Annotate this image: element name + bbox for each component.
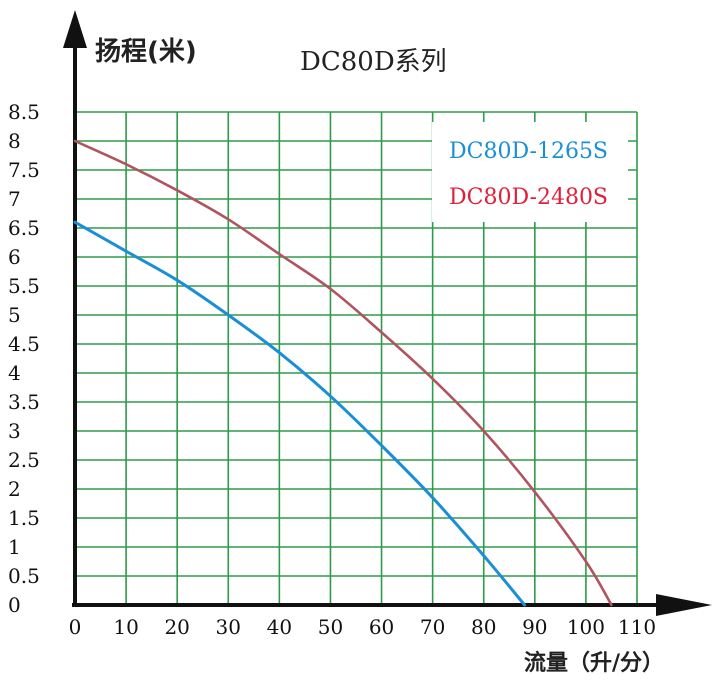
x-tick-label: 0 <box>69 615 82 639</box>
y-tick-label: 4.5 <box>8 332 40 356</box>
y-tick-label: 5 <box>8 303 21 327</box>
x-tick-label: 100 <box>567 615 605 639</box>
y-tick-label: 6.5 <box>8 216 40 240</box>
legend-entry-dc80d-2480s: DC80D-2480S <box>449 185 608 210</box>
y-tick-label: 1.5 <box>8 506 40 530</box>
x-axis-label: 流量（升/分） <box>524 650 664 676</box>
x-tick-label: 40 <box>267 615 292 639</box>
y-tick-label: 0.5 <box>8 564 40 588</box>
y-tick-label: 7 <box>8 187 21 211</box>
legend: DC80D-1265S DC80D-2480S <box>432 122 628 222</box>
x-tick-labels: 0 10 20 30 40 50 60 70 80 90 100 110 <box>69 615 656 639</box>
x-tick-label: 50 <box>318 615 343 639</box>
y-axis-label: 扬程(米) <box>95 37 197 67</box>
y-tick-label: 2 <box>8 477 21 501</box>
series-line-dc80d-2480s <box>73 139 613 607</box>
x-tick-label: 110 <box>618 615 656 639</box>
y-tick-label: 8.5 <box>8 100 40 124</box>
y-tick-label: 0 <box>8 593 21 617</box>
y-axis-arrow-icon <box>63 10 87 48</box>
y-tick-label: 1 <box>8 535 21 559</box>
y-tick-labels: 0 0.5 1 1.5 2 2.5 3 3.5 4 4.5 5 5.5 6 6.5 7 7.5 8 8.5 <box>8 100 40 617</box>
x-tick-label: 90 <box>522 615 547 639</box>
x-tick-label: 60 <box>369 615 394 639</box>
x-axis-arrow-icon <box>656 594 712 616</box>
x-tick-label: 20 <box>164 615 189 639</box>
x-tick-label: 30 <box>216 615 241 639</box>
y-tick-label: 7.5 <box>8 158 40 182</box>
y-tick-label: 3.5 <box>8 390 40 414</box>
legend-entry-dc80d-1265s: DC80D-1265S <box>449 139 608 164</box>
y-tick-label: 5.5 <box>8 274 40 298</box>
series-line-dc80d-1265s <box>73 220 527 607</box>
y-tick-label: 6 <box>8 245 21 269</box>
y-tick-label: 3 <box>8 419 21 443</box>
legend-background <box>432 122 628 222</box>
x-tick-label: 70 <box>420 615 445 639</box>
axes <box>63 10 712 616</box>
x-tick-label: 80 <box>471 615 496 639</box>
y-tick-label: 2.5 <box>8 448 40 472</box>
y-tick-label: 4 <box>8 361 21 385</box>
y-tick-label: 8 <box>8 129 21 153</box>
x-tick-label: 10 <box>113 615 138 639</box>
series-lines <box>73 139 613 607</box>
chart-title: DC80D系列 <box>300 47 447 77</box>
